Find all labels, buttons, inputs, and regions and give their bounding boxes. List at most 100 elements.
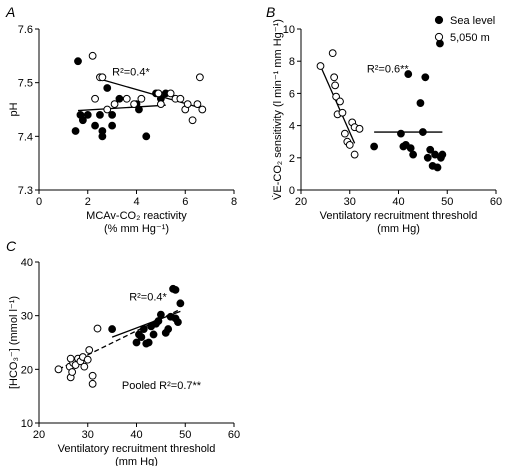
- altitude-point: [183, 100, 192, 109]
- y-tick-label: 2: [289, 153, 295, 165]
- r2-annotation: R²=0.6**: [367, 63, 410, 75]
- y-tick-label: 10: [21, 418, 33, 430]
- altitude-point: [188, 116, 197, 125]
- sea-level-point: [426, 145, 435, 154]
- sea-level-point: [418, 128, 427, 136]
- y-tick-label: 6: [289, 88, 295, 100]
- x-axis-unit: (mm Hg): [115, 456, 158, 466]
- y-tick-label: 7.3: [18, 185, 33, 197]
- x-axis-label: Ventilatory recruitment threshold: [320, 210, 478, 222]
- sea-level-point: [74, 57, 82, 66]
- altitude-point: [338, 108, 347, 117]
- x-tick-label: 50: [179, 429, 191, 441]
- y-tick-label: 4: [289, 121, 295, 133]
- y-axis-label: [HCO₃⁻] (mmol l⁻¹): [8, 296, 20, 389]
- altitude-point: [93, 324, 102, 333]
- panel-b: B 0 2 4 6 8 10 20 30 40 50 60 Ventilatory recruitmen…: [266, 4, 502, 235]
- panel-letter: A: [5, 4, 15, 20]
- legend-marker: [434, 15, 444, 25]
- altitude-point: [68, 368, 77, 376]
- sea-level-point: [370, 142, 379, 151]
- sea-level-point: [108, 110, 117, 119]
- y-axis-label: pH: [8, 102, 20, 116]
- altitude-point: [85, 346, 94, 354]
- x-axis-label: MCAv-CO₂ reactivity: [86, 210, 187, 222]
- panel-letter: C: [6, 238, 17, 254]
- x-tick-label: 8: [231, 196, 237, 208]
- altitude-point: [195, 73, 204, 82]
- altitude-point: [345, 141, 354, 149]
- x-tick-label: 40: [130, 429, 142, 441]
- altitude-point: [103, 105, 112, 114]
- sea-level-point: [164, 325, 173, 333]
- x-tick-label: 2: [85, 196, 91, 208]
- x-tick-label: 60: [490, 196, 502, 208]
- sea-level-point: [421, 73, 430, 82]
- y-axis-label: V̇E-CO₂ sensitivity (l min⁻¹ mm Hg⁻¹): [271, 19, 284, 200]
- y-tick-label: 20: [21, 364, 33, 376]
- altitude-point: [80, 362, 89, 371]
- r2-annotation: R²=0.4*: [112, 67, 150, 79]
- altitude-point: [156, 100, 165, 109]
- sea-level-point: [71, 127, 80, 135]
- legend-marker: [434, 32, 444, 42]
- sea-level-point: [83, 110, 92, 119]
- fit-line-altitude: [319, 65, 356, 144]
- sea-level-point: [98, 132, 107, 141]
- x-axis-unit: (mm Hg): [377, 223, 420, 235]
- altitude-point: [340, 129, 349, 138]
- sea-level-point: [438, 150, 447, 159]
- sea-level-point: [135, 105, 143, 114]
- altitude-point: [83, 355, 92, 364]
- x-tick-label: 20: [295, 196, 307, 208]
- r2-annotation: R²=0.4*: [129, 292, 167, 304]
- altitude-point: [110, 100, 119, 109]
- pooled-r2-annotation: Pooled R²=0.7**: [122, 380, 202, 392]
- sea-level-point: [409, 150, 418, 159]
- y-tick-label: 7.4: [18, 131, 33, 143]
- sea-level-point: [103, 84, 112, 92]
- altitude-point: [137, 94, 146, 103]
- sea-level-point: [156, 310, 165, 319]
- sea-level-point: [176, 299, 185, 308]
- y-tick-label: 40: [21, 257, 33, 269]
- altitude-point: [130, 100, 138, 109]
- sea-level-point: [423, 153, 432, 162]
- altitude-point: [331, 81, 340, 90]
- panel-a: A 7.3 7.4 7.5 7.6 0 2 4 6 8 MCAv-CO₂ reactivity(% …: [5, 4, 237, 235]
- x-tick-label: 30: [82, 429, 94, 441]
- sea-level-point: [139, 325, 148, 333]
- altitude-point: [91, 94, 99, 103]
- y-tick-label: 0: [289, 185, 295, 197]
- sea-level-point: [91, 121, 99, 130]
- legend-label: 5,050 m: [450, 32, 490, 44]
- sea-level-point: [115, 94, 124, 103]
- altitude-point: [193, 100, 202, 109]
- x-tick-label: 40: [392, 196, 404, 208]
- sea-level-point: [144, 338, 153, 347]
- sea-level-point: [174, 318, 182, 327]
- sea-level-point: [132, 338, 141, 347]
- altitude-point: [122, 94, 131, 103]
- x-tick-label: 60: [228, 429, 240, 441]
- altitude-point: [66, 354, 75, 363]
- x-axis-label: Ventilatory recruitment threshold: [58, 443, 216, 455]
- altitude-point: [98, 73, 107, 82]
- sea-level-point: [397, 129, 405, 138]
- sea-level-point: [433, 163, 442, 172]
- altitude-point: [88, 51, 97, 60]
- sea-level-point: [108, 121, 117, 130]
- x-tick-label: 50: [441, 196, 453, 208]
- y-tick-label: 10: [283, 24, 295, 36]
- sea-level-point: [171, 286, 180, 294]
- x-tick-label: 20: [33, 429, 45, 441]
- sea-level-point: [404, 70, 413, 78]
- altitude-point: [316, 62, 325, 70]
- fit-line-sea-level: [77, 104, 166, 112]
- sea-level-point: [78, 116, 87, 125]
- sea-level-point: [416, 99, 425, 107]
- x-tick-label: 4: [133, 196, 139, 208]
- x-axis-unit: (% mm Hg⁻¹): [104, 223, 169, 235]
